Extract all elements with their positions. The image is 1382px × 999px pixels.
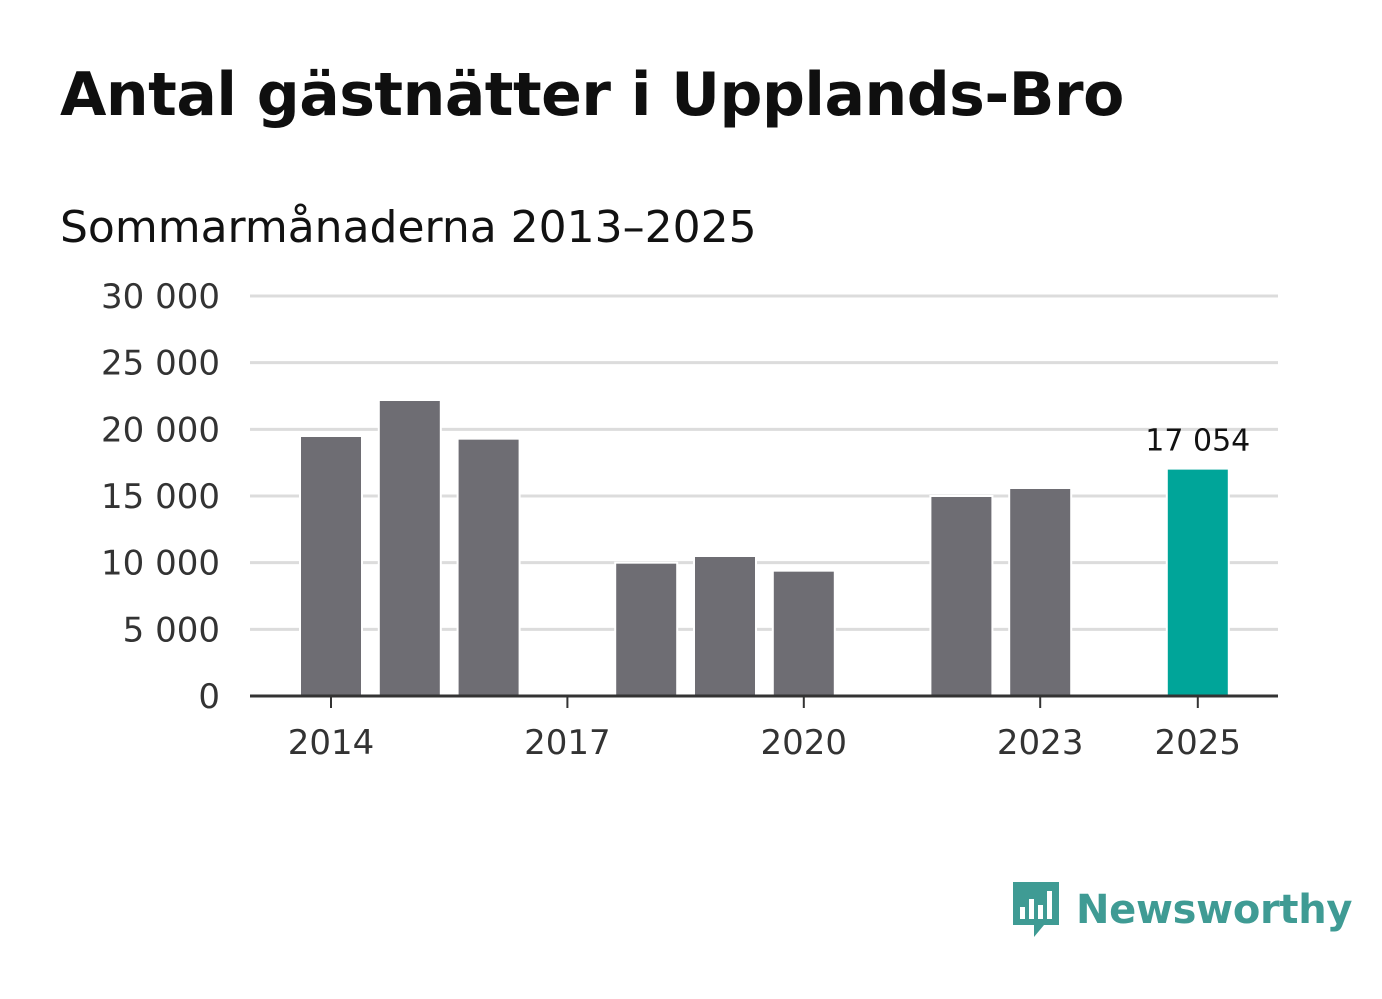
x-tick-label: 2025 <box>1155 723 1242 763</box>
y-tick-label: 0 <box>198 677 220 717</box>
y-tick-label: 25 000 <box>101 344 220 384</box>
bar <box>456 437 521 697</box>
bar <box>929 495 994 697</box>
bar-highlight <box>1165 467 1230 698</box>
y-tick-label: 30 000 <box>101 277 220 317</box>
bar <box>614 561 679 698</box>
bars <box>299 399 1230 698</box>
bar-chart-speech-bubble-icon <box>1013 882 1059 937</box>
y-tick-label: 5 000 <box>123 610 220 650</box>
x-tick-label: 2014 <box>288 723 375 763</box>
bar <box>299 435 363 697</box>
x-axis-ticks: 2014 2017 2020 2023 2025 <box>288 696 1241 763</box>
chart-title: Antal gästnätter i Upplands-Bro <box>60 60 1124 130</box>
y-tick-label: 10 000 <box>101 544 220 584</box>
y-axis-ticks: 0 5 000 10 000 15 000 20 000 25 000 30 000 <box>101 277 220 717</box>
newsworthy-logo: Newsworthy <box>1010 878 1353 942</box>
data-label: 17 054 <box>1145 424 1250 459</box>
brand-name: Newsworthy <box>1076 887 1353 933</box>
bar <box>377 399 442 697</box>
x-tick-label: 2023 <box>997 723 1084 763</box>
bar <box>693 555 757 697</box>
data-labels: 17 054 <box>1145 424 1250 459</box>
y-tick-label: 15 000 <box>101 477 220 517</box>
x-tick-label: 2017 <box>524 723 611 763</box>
bar <box>771 569 836 698</box>
bar <box>1008 487 1073 697</box>
y-tick-label: 20 000 <box>101 410 220 450</box>
chart-subtitle: Sommarmånaderna 2013–2025 <box>60 202 757 253</box>
x-tick-label: 2020 <box>761 723 848 763</box>
